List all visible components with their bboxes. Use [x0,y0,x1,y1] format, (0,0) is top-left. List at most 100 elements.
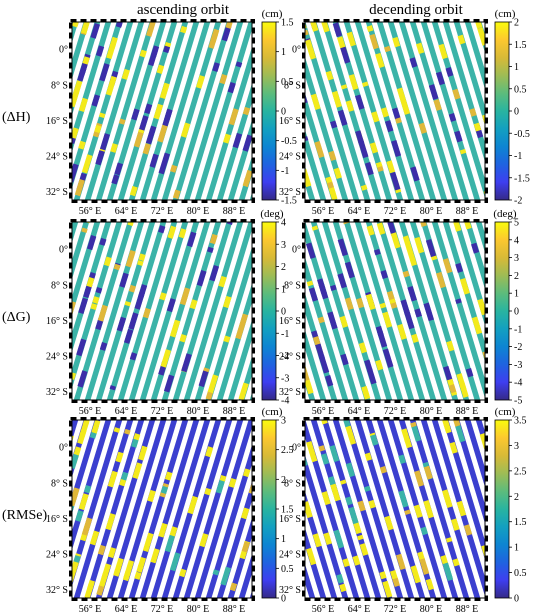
track-anomaly [340,46,351,64]
track-anomaly [26,177,28,182]
track-anomaly [36,268,40,281]
track-anomaly [339,315,349,328]
lat-tick-label: 8° S [284,478,301,489]
track-anomaly [282,427,284,434]
track-anomaly [54,444,58,456]
track-anomaly [320,453,330,465]
track-anomaly [359,543,369,556]
track-anomaly [396,87,405,99]
track-anomaly [464,222,472,230]
track-anomaly [138,253,146,262]
track-anomaly [4,299,8,313]
track-anomaly [10,52,12,58]
lon-tick-label: 80° E [187,406,210,417]
track-anomaly [17,420,21,432]
orbit-track [10,418,65,600]
track-anomaly [382,348,394,368]
track-anomaly [199,533,209,548]
track-anomaly [98,112,106,119]
track-anomaly [392,36,401,48]
lat-tick-label: 16° S [46,316,68,327]
track-anomaly [90,303,98,310]
track-anomaly [5,59,10,74]
track-anomaly [423,302,434,322]
track-anomaly [410,166,420,182]
map-frame-dashed [302,219,488,403]
track-anomaly [348,506,359,525]
orbit-track [0,418,21,600]
track-anomaly [16,562,21,577]
orbit-track [95,222,156,400]
track-anomaly [17,486,22,504]
track-anomaly [128,312,139,330]
track-anomaly [225,22,233,29]
row-label-dg: (ΔG) [2,310,31,325]
colorbar-tick-label: 0 [514,307,519,318]
track-anomaly [4,340,6,348]
track-anomaly [469,108,477,117]
track-anomaly [14,35,17,45]
track-anomaly [149,125,157,133]
orbit-track [453,420,485,524]
colorbar-tick-label: 0.5 [514,84,527,95]
track-anomaly [111,470,118,477]
track-anomaly [546,134,550,151]
track-anomaly [336,573,344,584]
track-anomaly [47,535,51,548]
track-anomaly [204,487,212,496]
track-anomaly [280,363,283,372]
track-anomaly [164,471,173,481]
colorbar-tick-label: -5 [514,396,522,407]
track-anomaly [99,342,108,351]
track-group [0,418,252,600]
track-anomaly [13,584,14,588]
orbit-track [183,22,244,200]
lon-tick-label: 72° E [384,406,407,417]
track-anomaly [458,381,469,398]
colorbar-tick-label: 1 [281,47,286,58]
track-anomaly [47,304,50,315]
track-anomaly [293,254,297,268]
track-anomaly [382,311,393,328]
orbit-track [84,222,145,400]
track-anomaly [228,478,237,488]
track-anomaly [61,127,66,143]
track-anomaly [38,372,41,380]
orbit-track [420,22,481,200]
track-anomaly [131,108,140,121]
colorbar [261,419,277,599]
track-anomaly [387,222,397,236]
track-anomaly [50,93,54,106]
colorbar-tick-label: 2 [281,475,286,486]
track-anomaly [14,103,17,114]
orbit-track [84,420,145,598]
track-anomaly [72,127,79,140]
lat-tick-label: 32° S [46,585,68,596]
track-anomaly [292,62,294,70]
track-anomaly [91,94,101,107]
map-frame-dashed [302,417,488,601]
track-anomaly [321,491,331,506]
track-anomaly [364,452,373,462]
track-anomaly [187,495,198,515]
lat-tick-label: 0° [292,45,301,56]
track-anomaly [113,568,121,577]
track-anomaly [543,255,545,262]
track-anomaly [215,478,226,494]
track-anomaly [158,157,169,175]
track-anomaly [134,290,146,310]
track-anomaly [410,565,421,584]
lon-tick-label: 72° E [151,206,174,217]
orbit-track [205,246,252,400]
track-anomaly [241,541,250,553]
track-anomaly [477,298,485,316]
orbit-track [84,22,145,200]
track-anomaly [178,228,187,239]
track-anomaly [53,127,55,133]
track-anomaly [79,67,87,76]
track-anomaly [459,278,470,295]
track-anomaly [471,316,483,335]
track-anomaly [451,518,460,531]
track-anomaly [312,533,322,548]
orbit-track [442,222,485,362]
